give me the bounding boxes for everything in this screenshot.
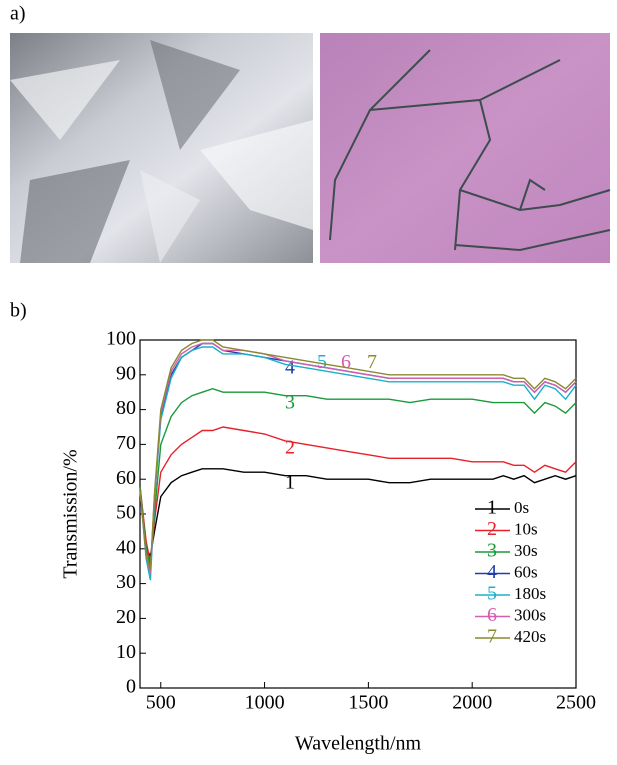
x-tick-label: 1000 xyxy=(245,692,285,714)
x-tick-label: 2500 xyxy=(556,692,596,714)
panel-label: b) xyxy=(10,300,27,322)
legend-marker: 4 xyxy=(487,561,497,583)
y-tick-label: 30 xyxy=(116,571,136,593)
legend-label: 30s xyxy=(514,541,538,560)
y-tick-label: 10 xyxy=(116,641,136,663)
legend-label: 60s xyxy=(514,562,538,581)
y-tick-label: 0 xyxy=(126,676,136,698)
y-axis-label: Transmission/% xyxy=(60,449,82,578)
legend-marker: 5 xyxy=(487,583,497,605)
y-tick-label: 20 xyxy=(116,606,136,628)
panel-label: a) xyxy=(10,3,26,25)
y-tick-label: 90 xyxy=(116,362,136,384)
legend-label: 420s xyxy=(514,627,546,646)
curve-label: 5 xyxy=(317,351,327,373)
legend-marker: 2 xyxy=(487,518,497,540)
legend-label: 300s xyxy=(514,605,546,624)
y-tick-label: 80 xyxy=(116,397,136,419)
plot-frame xyxy=(139,339,577,689)
legend-label: 0s xyxy=(514,498,529,517)
y-tick-label: 40 xyxy=(116,536,136,558)
series-line xyxy=(139,426,577,563)
series-line xyxy=(139,387,577,567)
legend-marker: 7 xyxy=(487,626,497,648)
curve-label: 3 xyxy=(285,391,295,413)
y-tick-label: 50 xyxy=(116,502,136,524)
x-tick-label: 1500 xyxy=(348,692,388,714)
y-tick-label: 70 xyxy=(116,432,136,454)
x-axis-label: Wavelength/nm xyxy=(295,733,422,755)
series-line xyxy=(139,468,577,558)
y-tick-label: 100 xyxy=(106,328,136,350)
legend-label: 180s xyxy=(514,584,546,603)
legend-marker: 1 xyxy=(487,497,497,519)
series-line xyxy=(139,342,577,574)
x-tick-label: 500 xyxy=(146,692,176,714)
curve-label: 1 xyxy=(285,471,295,493)
micrograph-right xyxy=(320,33,611,263)
legend-label: 10s xyxy=(514,519,538,538)
curve-label: 4 xyxy=(285,356,295,378)
legend-marker: 6 xyxy=(487,604,497,626)
curve-label: 6 xyxy=(341,351,351,373)
legend-marker: 3 xyxy=(487,540,497,562)
y-tick-label: 60 xyxy=(116,467,136,489)
curve-label: 7 xyxy=(367,351,377,373)
series-line xyxy=(139,346,577,581)
curve-label: 2 xyxy=(285,437,295,459)
series-line xyxy=(139,339,577,570)
micrograph-left xyxy=(10,33,313,263)
x-tick-label: 2000 xyxy=(452,692,492,714)
